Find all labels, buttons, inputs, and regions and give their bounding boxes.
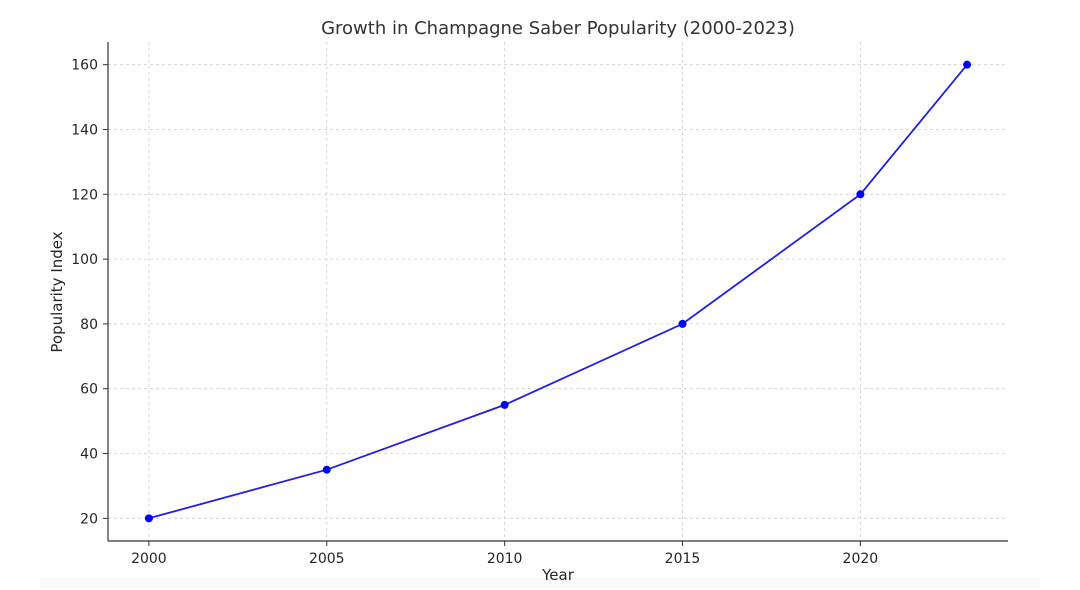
y-tick-label: 120	[71, 187, 98, 203]
series-line	[148, 64, 968, 520]
data-point	[856, 190, 865, 199]
axes	[107, 42, 1008, 542]
x-tick-label: 2010	[487, 551, 523, 567]
x-tick-label: 2005	[309, 551, 345, 567]
series	[148, 64, 968, 520]
chart-title: Growth in Champagne Saber Popularity (20…	[321, 18, 795, 39]
data-point	[500, 400, 509, 409]
data-point	[963, 60, 972, 69]
y-tick-label: 80	[80, 317, 98, 333]
y-axis-title: Popularity Index	[48, 231, 66, 352]
y-tick-label: 160	[71, 58, 98, 74]
y-tick-label: 60	[80, 382, 98, 398]
x-axis-title: Year	[541, 566, 575, 584]
y-tick-label: 40	[80, 447, 98, 463]
y-tick-label: 100	[71, 252, 98, 268]
x-tick-label: 2020	[843, 551, 879, 567]
data-point	[144, 514, 153, 523]
data-point	[322, 465, 331, 474]
bottom-fade	[40, 578, 1040, 588]
x-tick-label: 2000	[131, 551, 167, 567]
data-point	[678, 319, 687, 328]
x-tick-label: 2015	[665, 551, 701, 567]
y-tick-label: 20	[80, 511, 98, 527]
data-points	[144, 60, 972, 523]
y-tick-label: 140	[71, 122, 98, 138]
grid	[108, 42, 1008, 541]
